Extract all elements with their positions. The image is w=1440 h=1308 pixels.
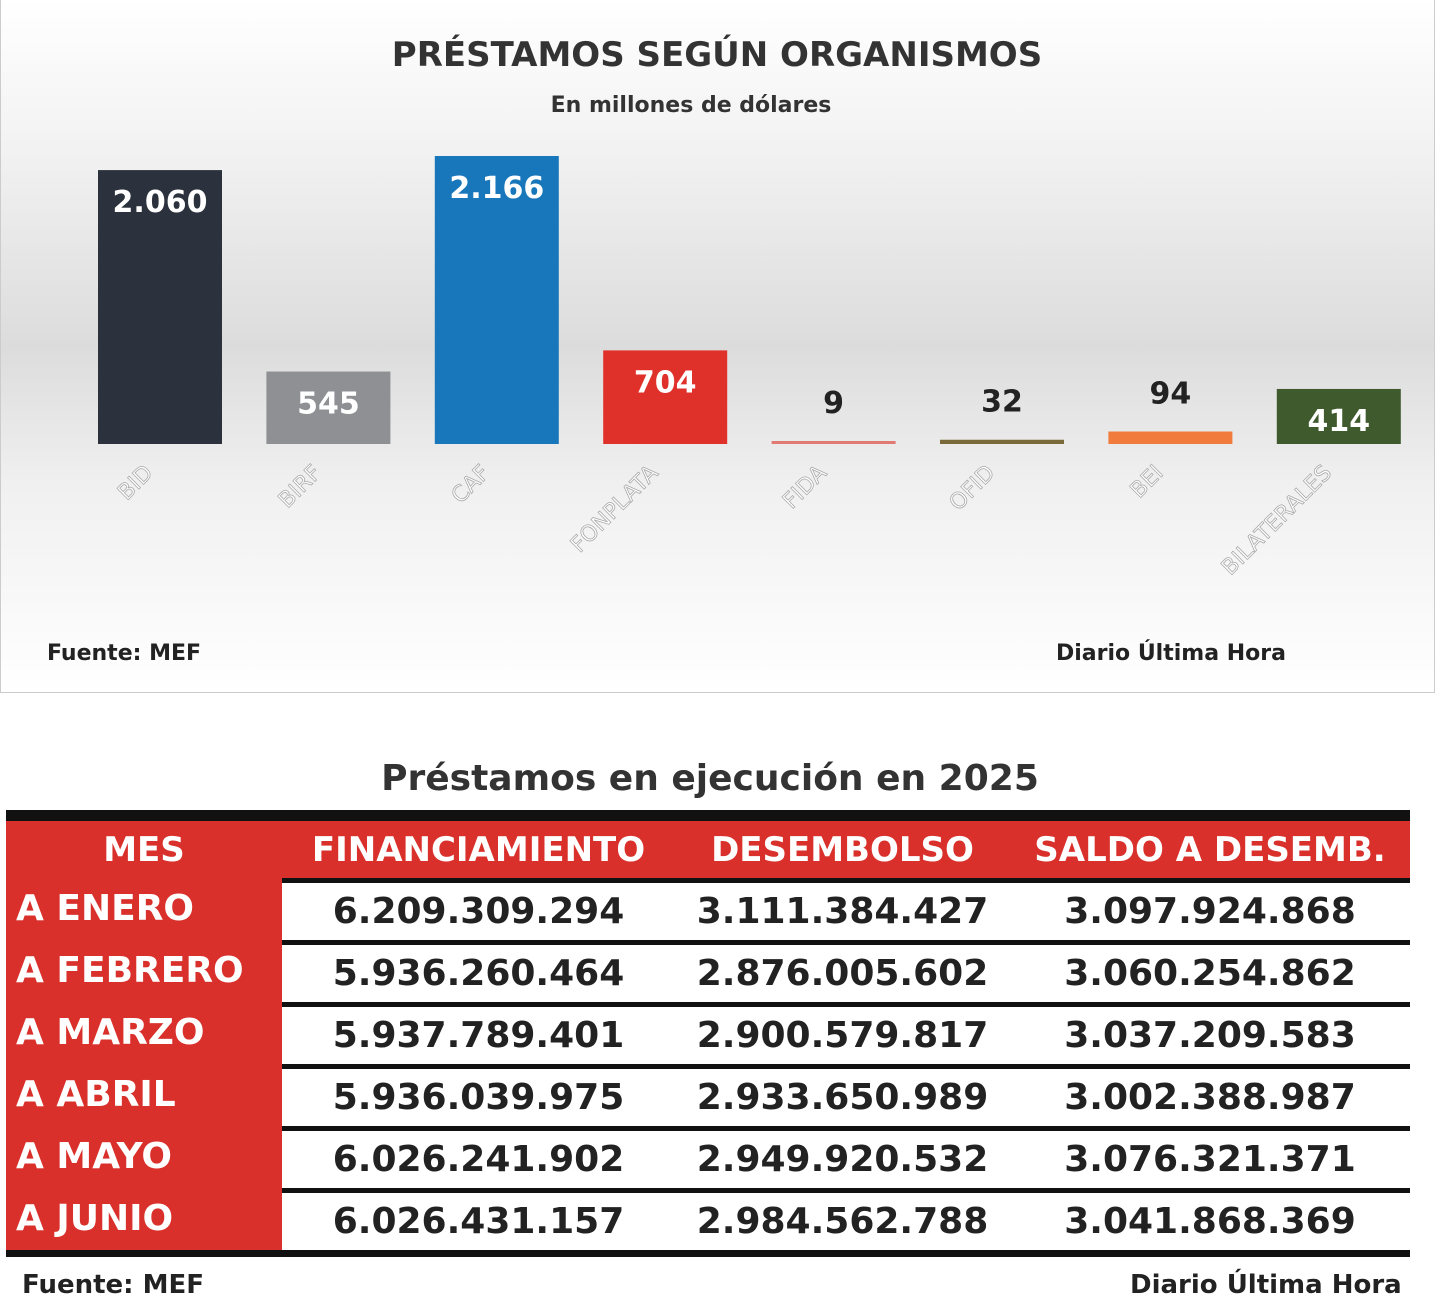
x-tick-label: BEI (1126, 461, 1169, 504)
bar-fida (771, 441, 896, 444)
value-cell: 3.041.868.369 (1064, 1201, 1356, 1242)
value-cell: 6.026.241.902 (332, 1139, 625, 1180)
chart-source: Fuente: MEF (47, 641, 201, 666)
month-cell: A ENERO (6, 878, 282, 940)
table-credit: Diario Última Hora (1130, 1270, 1402, 1300)
header-mes: MES (103, 829, 185, 870)
table-row: A ABRIL 5.936.039.975 2.933.650.989 3.002.3… (6, 1064, 1410, 1126)
bar-fonplata (603, 350, 728, 444)
value-cell: 3.097.924.868 (1064, 891, 1356, 932)
value-cell: 6.026.431.157 (332, 1201, 625, 1242)
table-row: A ENERO 6.209.309.294 3.111.384.427 3.097.9… (6, 878, 1410, 940)
bar-bilaterales (1276, 388, 1401, 444)
table-source: Fuente: MEF (22, 1270, 205, 1300)
month-cell: A FEBRERO (6, 940, 282, 1002)
x-tick-label: CAF (447, 461, 495, 509)
value-cell: 3.037.209.583 (1064, 1015, 1356, 1056)
value-cell: 2.949.920.532 (696, 1139, 989, 1180)
header-financiamiento: FINANCIAMIENTO (311, 829, 646, 870)
bar-chart-panel: PRÉSTAMOS SEGÚN ORGANISMOS En millones d… (0, 0, 1435, 693)
month-cell: A JUNIO (6, 1188, 282, 1250)
month-cell: A ABRIL (6, 1064, 282, 1126)
value-cell: 2.900.579.817 (696, 1015, 989, 1056)
bar-birf (266, 371, 391, 444)
value-cell: 5.936.039.975 (332, 1077, 625, 1118)
table-row: A FEBRERO 5.936.260.464 2.876.005.602 3.060… (6, 940, 1410, 1002)
header-desembolso: DESEMBOLSO (711, 829, 974, 870)
value-cell: 2.876.005.602 (696, 953, 989, 994)
value-cell: 2.933.650.989 (696, 1077, 989, 1118)
value-cell: 3.076.321.371 (1064, 1139, 1356, 1180)
bar-caf (434, 156, 559, 444)
table-row: A JUNIO 6.026.431.157 2.984.562.788 3.041.8… (6, 1188, 1410, 1250)
table-row: A MARZO 5.937.789.401 2.900.579.817 3.037.2… (6, 1002, 1410, 1064)
bar-bid (98, 170, 222, 444)
data-label: 414 (1307, 404, 1370, 439)
month-cell: A MARZO (6, 1002, 282, 1064)
x-tick-label: BID (113, 461, 158, 506)
value-cell: 3.111.384.427 (696, 891, 989, 932)
table-title: Préstamos en ejecución en 2025 (381, 758, 1039, 799)
data-label: 2.060 (113, 185, 208, 220)
header-saldo: SALDO A DESEMB. (1034, 829, 1386, 870)
x-tick-label: BILATERALES (1217, 461, 1337, 581)
value-cell: 6.209.309.294 (332, 891, 625, 932)
table-bottom-rule (6, 1250, 1410, 1257)
x-tick-label: FIDA (778, 461, 832, 515)
bar-bei (1108, 431, 1233, 444)
chart-credit: Diario Última Hora (1056, 640, 1286, 666)
chart-title: PRÉSTAMOS SEGÚN ORGANISMOS (392, 34, 1042, 75)
x-tick-label: BIRF (274, 461, 327, 514)
value-cell: 5.936.260.464 (332, 953, 625, 994)
table-header-row: MES FINANCIAMIENTO DESEMBOLSO SALDO A DE… (6, 821, 1410, 878)
data-label: 2.166 (449, 171, 544, 206)
data-label: 545 (297, 387, 360, 422)
loans-table: MES FINANCIAMIENTO DESEMBOLSO SALDO A DE… (6, 810, 1410, 1257)
value-cell: 3.060.254.862 (1064, 953, 1356, 994)
value-cell: 5.937.789.401 (332, 1015, 625, 1056)
x-tick-label: FONPLATA (566, 461, 663, 558)
value-cell: 2.984.562.788 (696, 1201, 989, 1242)
chart-subtitle: En millones de dólares (551, 93, 832, 118)
bar-chart: PRÉSTAMOS SEGÚN ORGANISMOS En millones d… (47, 34, 1401, 666)
x-tick-label: OFID (945, 461, 1000, 516)
data-label: 9 (823, 386, 844, 421)
data-label: 704 (634, 365, 697, 400)
bar-ofid (940, 439, 1064, 444)
table-row: A MAYO 6.026.241.902 2.949.920.532 3.076.32… (6, 1126, 1410, 1188)
value-cell: 3.002.388.987 (1064, 1077, 1356, 1118)
month-cell: A MAYO (6, 1126, 282, 1188)
data-label: 32 (981, 385, 1023, 420)
data-label: 94 (1150, 377, 1192, 412)
